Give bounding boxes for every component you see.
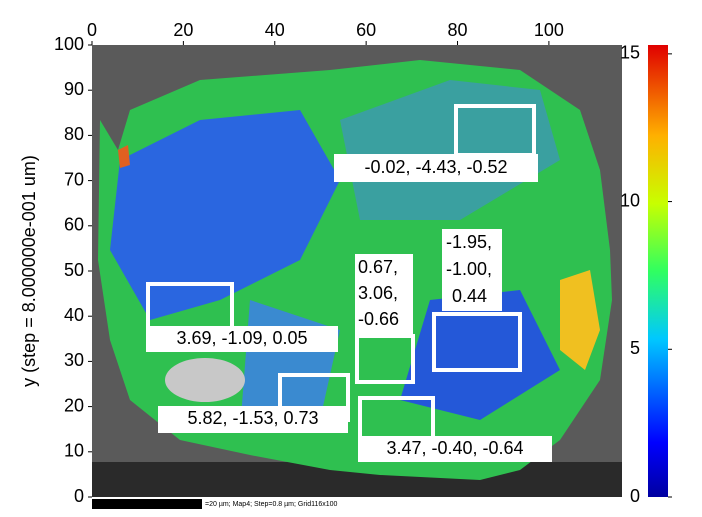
y-tick-label: 60 — [64, 215, 84, 235]
colorbar-tick-label: 0 — [630, 486, 640, 506]
annotation: -0.66 — [358, 309, 399, 329]
y-tick-label: 80 — [64, 124, 84, 144]
y-tick-label: 10 — [64, 441, 84, 461]
annotation: 3.06, — [358, 283, 398, 303]
x-tick-label: 40 — [265, 20, 285, 40]
annotation: -1.00, — [446, 259, 492, 279]
x-tick-label: 20 — [173, 20, 193, 40]
y-tick-label: 50 — [64, 260, 84, 280]
x-tick-label: 0 — [87, 20, 97, 40]
x-tick-label: 80 — [448, 20, 468, 40]
annotation: -1.95, — [446, 232, 492, 252]
y-tick-label: 90 — [64, 79, 84, 99]
x-tick-label: 60 — [356, 20, 376, 40]
colorbar-tick-label: 10 — [620, 190, 640, 210]
annotation: 3.69, -1.09, 0.05 — [176, 328, 307, 348]
annotation: 0.44 — [452, 286, 487, 306]
colorbar-tick-label: 5 — [630, 338, 640, 358]
y-tick-label: 100 — [54, 34, 84, 54]
x-tick-label: 100 — [534, 20, 564, 40]
scale-bar-text: =20 µm; Map4; Step=0.8 µm; Grid116x100 — [205, 501, 338, 508]
y-tick-label: 0 — [74, 486, 84, 506]
annotation: 5.82, -1.53, 0.73 — [187, 408, 318, 428]
annotation: 3.47, -0.40, -0.64 — [386, 438, 523, 458]
y-tick-label: 20 — [64, 395, 84, 415]
y-tick-label: 70 — [64, 169, 84, 189]
y-tick-label: 30 — [64, 350, 84, 370]
chart: =20 µm; Map4; Step=0.8 µm; Grid116x100 y… — [0, 0, 702, 512]
colorbar — [648, 45, 668, 497]
y-tick-label: 40 — [64, 305, 84, 325]
annotation: -0.02, -4.43, -0.52 — [364, 157, 507, 177]
y-axis-label: y (step = 8.000000e-001 um) — [19, 155, 39, 387]
colorbar-tick-label: 15 — [620, 43, 640, 63]
annotation: 0.67, — [358, 257, 398, 277]
